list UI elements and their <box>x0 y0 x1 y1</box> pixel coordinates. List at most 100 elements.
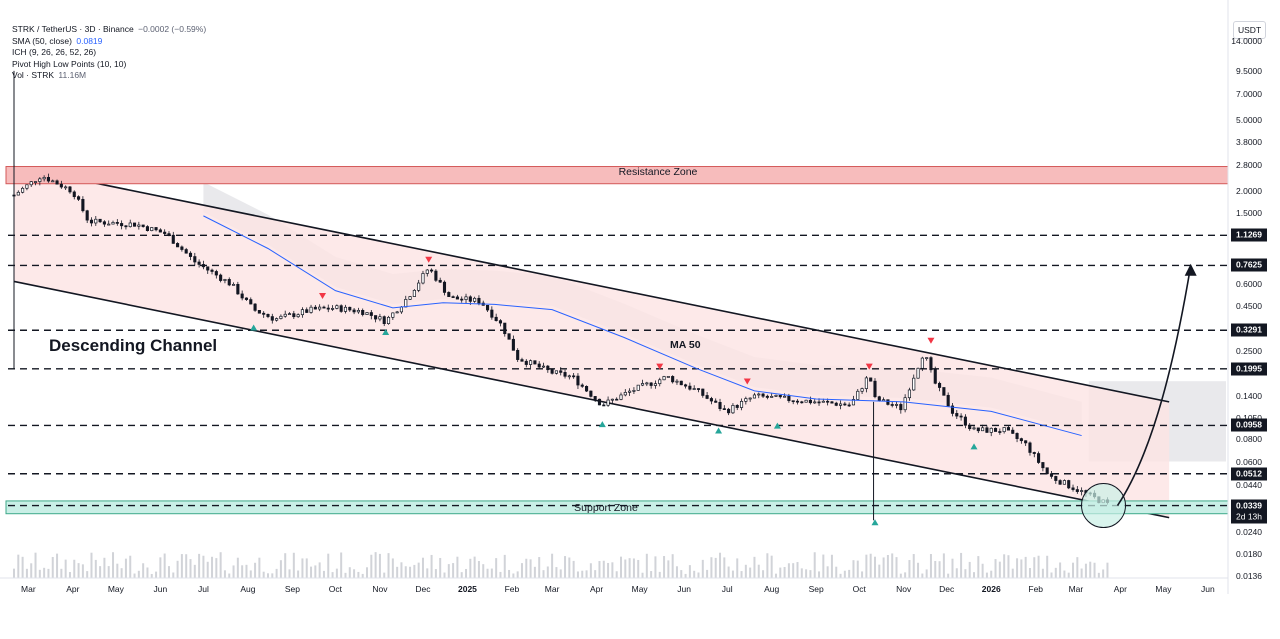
candle-body <box>817 401 821 404</box>
volume-bar <box>886 554 889 578</box>
volume-bar <box>1097 572 1100 578</box>
volume-bar <box>861 571 864 578</box>
candle-body <box>171 234 175 244</box>
volume-bar <box>434 569 437 578</box>
volume-bar <box>977 556 980 578</box>
candle-body <box>563 372 567 377</box>
volume-bar <box>852 560 855 578</box>
projection-path <box>1116 265 1192 507</box>
candle-body <box>81 198 85 212</box>
candle-body <box>232 284 236 286</box>
candle-body <box>1037 453 1041 463</box>
candle-body <box>188 252 193 257</box>
candle-body <box>912 377 916 391</box>
pivot-low-marker <box>773 422 781 429</box>
symbol-title[interactable]: STRK / TetherUS · 3D · Binance <box>12 24 134 34</box>
candle-body <box>709 398 713 402</box>
legend-pivot-row[interactable]: Pivot High Low Points (10, 10) <box>12 59 208 71</box>
candle-body <box>929 357 933 371</box>
volume-bar <box>546 566 549 578</box>
volume-value: 11.16M <box>58 70 87 80</box>
candle-body <box>972 427 976 430</box>
volume-bar <box>1041 568 1044 578</box>
volume-bar <box>615 571 618 578</box>
volume-bar <box>680 570 683 578</box>
volume-bar <box>13 568 15 578</box>
volume-bar <box>499 571 502 578</box>
time-tick-label: Dec <box>939 584 955 594</box>
volume-bar <box>331 572 334 578</box>
price-tick-label: 3.8000 <box>1236 136 1262 147</box>
volume-bar <box>310 566 313 578</box>
candle-body <box>494 316 498 321</box>
volume-bar <box>163 553 166 578</box>
volume-bar <box>929 554 932 578</box>
volume-bar <box>762 570 765 578</box>
candle-body <box>585 386 589 392</box>
projection-arrow <box>1081 263 1197 529</box>
volume-bar <box>258 557 261 578</box>
candle-body <box>679 380 683 386</box>
volume-bar <box>779 567 782 578</box>
volume-bar <box>805 569 808 578</box>
price-level-tag: 0.3291 <box>1231 323 1267 337</box>
candle-body <box>374 315 378 320</box>
indicator-legend: STRK / TetherUS · 3D · Binance −0.0002 (… <box>12 24 208 82</box>
candle-body <box>761 393 765 397</box>
currency-unit-button[interactable]: USDT <box>1233 21 1267 39</box>
volume-bar <box>904 572 907 578</box>
legend-ich-row[interactable]: ICH (9, 26, 26, 52, 26) <box>12 47 208 59</box>
volume-bar <box>81 564 84 578</box>
candle-body <box>813 401 817 404</box>
volume-label: Vol · STRK <box>12 70 55 80</box>
volume-bar <box>1089 561 1092 578</box>
legend-vol-row[interactable]: Vol · STRK 11.16M <box>12 70 208 82</box>
volume-bar <box>387 553 390 578</box>
candle-body <box>808 399 812 404</box>
volume-bar <box>955 568 958 578</box>
volume-bar <box>757 564 760 578</box>
candle-body <box>942 387 946 396</box>
volume-bar <box>873 556 876 578</box>
candle-body <box>684 384 688 387</box>
volume-bar <box>826 566 829 578</box>
candle-body <box>197 261 201 265</box>
volume-bar <box>908 560 911 578</box>
candle-body <box>541 365 546 368</box>
candle-body <box>1080 490 1084 492</box>
pivot-low-marker <box>598 421 606 428</box>
candle-body <box>645 382 649 385</box>
volume-bar <box>624 559 627 578</box>
volume-bar <box>73 559 76 578</box>
volume-bar <box>344 572 347 578</box>
candle-body <box>434 270 438 281</box>
volume-bar <box>529 559 532 578</box>
candle-body <box>38 178 42 182</box>
candle-body <box>115 222 119 224</box>
candle-body <box>154 227 158 231</box>
candle-body <box>42 177 46 180</box>
time-tick-label: 2025 <box>457 584 477 594</box>
volume-bar <box>736 558 739 578</box>
candle-body <box>485 305 490 311</box>
candle-body <box>158 229 162 233</box>
candle-body <box>1062 480 1066 485</box>
volume-bar <box>942 553 945 578</box>
candle-body <box>253 303 257 311</box>
candle-body <box>774 394 778 397</box>
volume-bar <box>835 566 838 578</box>
price-tick-label: 0.0240 <box>1236 527 1262 538</box>
volume-bar <box>30 563 33 578</box>
volume-bar <box>189 559 192 578</box>
volume-bar <box>383 572 386 578</box>
candles <box>12 70 1110 521</box>
volume-bar <box>568 557 571 578</box>
volume-bar <box>744 564 747 578</box>
candle-countdown: 2d 13h <box>1231 510 1267 524</box>
volume-bar <box>594 570 597 578</box>
pivot-label: Pivot High Low Points (10, 10) <box>12 58 127 69</box>
volume-bar <box>34 552 37 578</box>
volume-bar <box>275 568 278 578</box>
legend-sma-row[interactable]: SMA (50, close) 0.0819 <box>12 36 208 48</box>
